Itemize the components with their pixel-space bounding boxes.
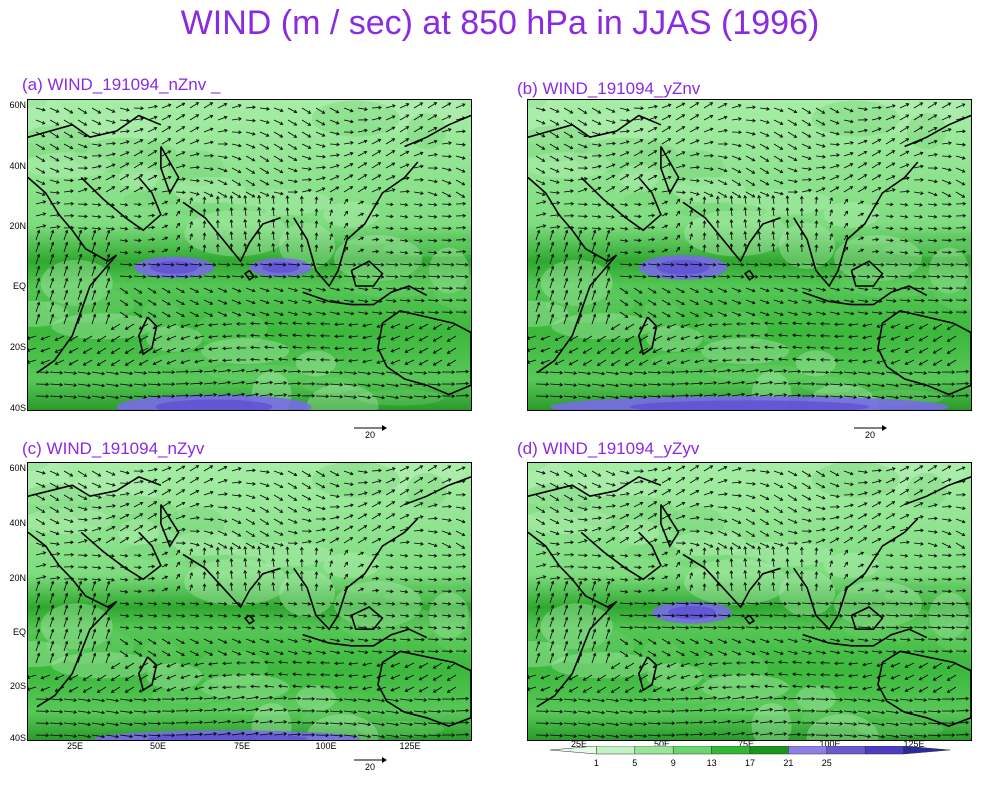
reference-vector-label: 20: [364, 430, 375, 440]
reference-vector: 20: [850, 420, 890, 442]
wind-field: [28, 463, 471, 740]
map-panel-a: [27, 99, 472, 411]
colorbar-segment: [788, 745, 828, 755]
lat-label: 60N: [9, 463, 26, 473]
panel-d-label: (d) WIND_191094_yZyv: [517, 439, 700, 458]
lon-label: 75E: [233, 741, 250, 751]
lat-label: 60N: [9, 100, 26, 110]
wind-field: [528, 100, 971, 410]
reference-vector-label: 20: [864, 430, 875, 440]
wind-field: [528, 463, 971, 740]
colorbar-segment: [672, 745, 712, 755]
lat-label: EQ: [12, 627, 26, 637]
lat-label: 40S: [9, 733, 26, 743]
colorbar-tick-label: 5: [632, 758, 637, 768]
panel-a-label: (a) WIND_191094_nZnv _: [22, 75, 221, 94]
arrow-icon: [354, 425, 387, 431]
lat-label: 20S: [9, 681, 26, 691]
colorbar-tick-label: 1: [594, 758, 599, 768]
reference-vector: 20: [350, 752, 390, 774]
lat-label: 40S: [9, 403, 26, 413]
arrow-icon: [354, 757, 387, 763]
colorbar-tick-label: 9: [671, 758, 676, 768]
lat-label: 20S: [9, 342, 26, 352]
colorbar-segment: [749, 745, 789, 755]
colorbar-segment: [711, 745, 751, 755]
lat-label: 40N: [9, 161, 26, 171]
colorbar-segment: [826, 745, 866, 755]
lon-label: 25E: [570, 739, 587, 749]
colorbar-segment: [903, 745, 951, 755]
lon-label: 125E: [903, 739, 925, 749]
reference-vector-label: 20: [364, 762, 375, 772]
map-panel-c: [27, 462, 472, 741]
colorbar-segment: [549, 745, 597, 755]
colorbar: 1 5 9 13 17 21 25: [549, 745, 951, 768]
colorbar-tick-label: 13: [707, 758, 717, 768]
colorbar-tick-label: 17: [745, 758, 755, 768]
figure-title: WIND (m / sec) at 850 hPa in JJAS (1996): [180, 4, 820, 42]
lon-label: 50E: [149, 741, 166, 751]
lat-label: 40N: [9, 518, 26, 528]
lon-label: 125E: [399, 741, 421, 751]
panel-b-label: (b) WIND_191094_yZnv: [517, 79, 701, 98]
map-panel-b: [527, 99, 972, 411]
lon-label: 100E: [819, 739, 841, 749]
colorbar-tick-label: 21: [783, 758, 793, 768]
lat-label: 20N: [9, 573, 26, 583]
lon-label: 25E: [66, 741, 83, 751]
arrow-icon: [854, 425, 887, 431]
lon-label: 100E: [315, 741, 337, 751]
reference-vector: 20: [350, 420, 390, 442]
colorbar-segment: [596, 745, 636, 755]
colorbar-segment: [864, 745, 904, 755]
lon-label: 75E: [737, 739, 754, 749]
lat-label: EQ: [12, 281, 26, 291]
map-panel-d: [527, 462, 972, 741]
lon-label: 50E: [653, 739, 670, 749]
wind-field: [28, 100, 471, 410]
panel-c-label: (c) WIND_191094_nZyv: [22, 439, 205, 458]
colorbar-tick-label: 25: [822, 758, 832, 768]
colorbar-segment: [634, 745, 674, 755]
lat-label: 20N: [9, 221, 26, 231]
